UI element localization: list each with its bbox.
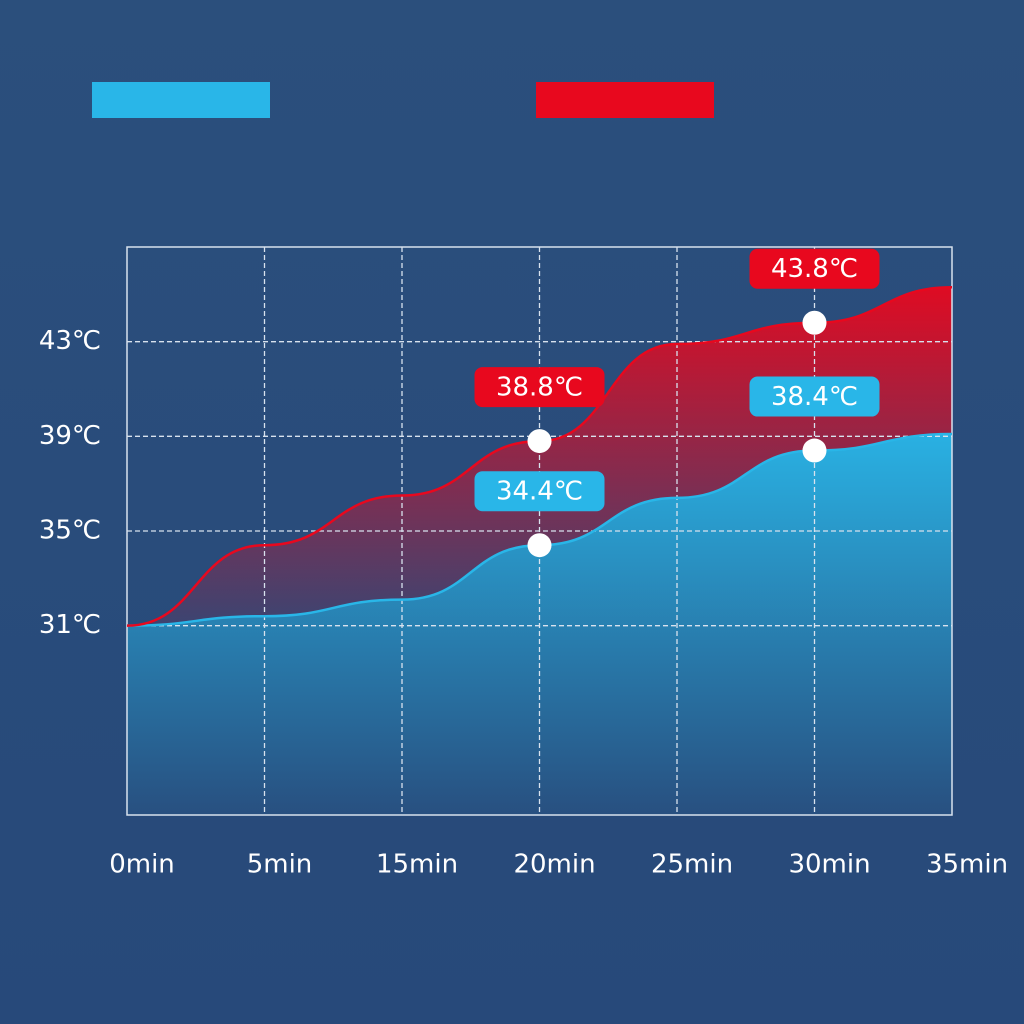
x-tick-label: 25min bbox=[651, 850, 733, 880]
y-tick-label: 31℃ bbox=[39, 610, 101, 640]
data-label: 38.8℃ bbox=[474, 367, 605, 408]
data-point bbox=[802, 438, 827, 463]
data-label-text: 38.8℃ bbox=[496, 373, 583, 403]
label-badge bbox=[749, 376, 880, 417]
legend-swatch bbox=[536, 82, 714, 118]
data-point bbox=[527, 429, 552, 454]
x-tick-label: 0min bbox=[109, 850, 175, 880]
y-tick-label: 35℃ bbox=[39, 516, 101, 546]
label-badge bbox=[474, 471, 605, 512]
y-tick-label: 43℃ bbox=[39, 326, 101, 356]
label-badge bbox=[474, 367, 605, 408]
x-tick-label: 15min bbox=[376, 850, 458, 880]
y-tick-label: 39℃ bbox=[39, 421, 101, 451]
legend-swatch bbox=[92, 82, 270, 118]
label-badge bbox=[749, 248, 880, 289]
x-tick-label: 5min bbox=[247, 850, 313, 880]
x-tick-label: 30min bbox=[788, 850, 870, 880]
data-point bbox=[527, 533, 552, 558]
data-label: 43.8℃ bbox=[749, 248, 880, 289]
data-label-text: 34.4℃ bbox=[496, 477, 583, 507]
data-point bbox=[802, 310, 827, 335]
data-label-text: 43.8℃ bbox=[771, 254, 858, 284]
data-label: 38.4℃ bbox=[749, 376, 880, 417]
data-label: 34.4℃ bbox=[474, 471, 605, 512]
x-tick-label: 20min bbox=[513, 850, 595, 880]
x-tick-label: 35min bbox=[926, 850, 1008, 880]
data-label-text: 38.4℃ bbox=[771, 382, 858, 412]
